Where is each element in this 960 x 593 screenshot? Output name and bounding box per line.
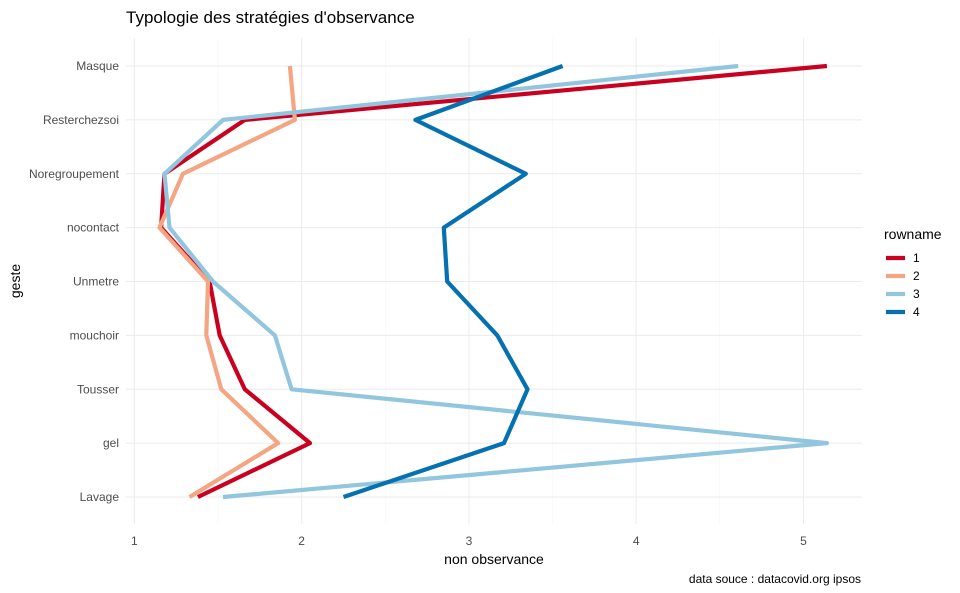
legend: rowname 1 2 3 4 [884, 226, 942, 319]
legend-label: 2 [913, 269, 920, 283]
x-tick-label: 1 [131, 534, 138, 548]
chart-title: Typologie des stratégies d'observance [126, 8, 415, 27]
y-tick-label: mouchoir [70, 328, 119, 342]
x-tick-label: 5 [800, 534, 807, 548]
y-tick-labels: Lavage gel Tousser mouchoir Unmetre nocontact… [29, 59, 120, 504]
series-line-4 [342, 64, 564, 499]
y-tick-label: gel [103, 436, 119, 450]
legend-label: 3 [913, 287, 920, 301]
x-tick-label: 2 [298, 534, 305, 548]
series-lines [157, 63, 830, 500]
x-tick-label: 3 [466, 534, 473, 548]
y-tick-label: Noregroupement [29, 167, 120, 181]
series-line-3 [162, 63, 830, 500]
caption: data souce : datacovid.org ipsos [689, 572, 861, 586]
x-tick-labels: 1 2 3 4 5 [131, 534, 807, 548]
y-tick-label: nocontact [67, 221, 120, 235]
x-tick-label: 4 [633, 534, 640, 548]
legend-title: rowname [884, 226, 942, 242]
legend-label: 4 [913, 305, 920, 319]
series-line-2 [157, 65, 297, 499]
y-tick-label: Resterchezsoi [43, 113, 119, 127]
y-axis-title: geste [7, 264, 23, 298]
y-tick-label: Masque [76, 59, 119, 73]
y-tick-label: Unmetre [73, 275, 119, 289]
x-axis-title: non observance [444, 551, 544, 567]
legend-label: 1 [913, 251, 920, 265]
y-tick-label: Tousser [77, 382, 119, 396]
grid [126, 38, 862, 524]
y-tick-label: Lavage [80, 490, 120, 504]
